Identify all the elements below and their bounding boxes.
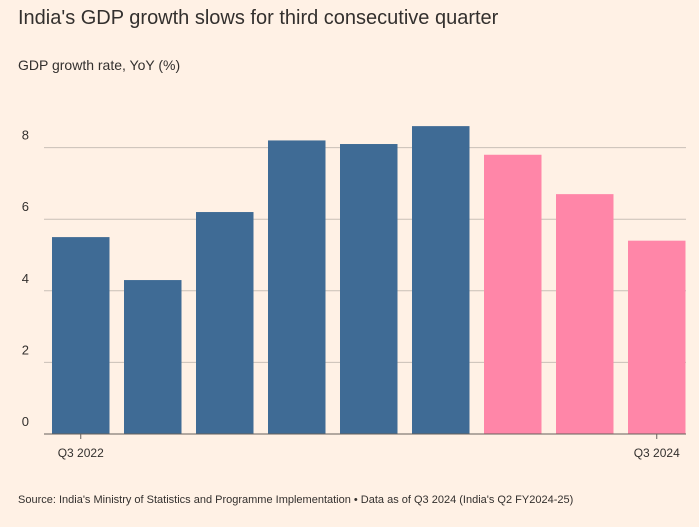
bar-q4-2023 bbox=[412, 126, 470, 435]
bar-q3-2024 bbox=[628, 240, 686, 434]
bar-q4-2022 bbox=[124, 280, 182, 434]
bar-q1-2024 bbox=[484, 154, 542, 434]
y-tick-label: 6 bbox=[22, 199, 29, 214]
chart-subtitle: GDP growth rate, YoY (%) bbox=[18, 57, 180, 73]
bar-q2-2024 bbox=[556, 194, 614, 434]
bar-q3-2023 bbox=[340, 144, 398, 434]
chart-title: India's GDP growth slows for third conse… bbox=[18, 7, 499, 29]
bar-q1-2023 bbox=[196, 212, 254, 434]
y-tick-label: 2 bbox=[22, 342, 29, 357]
y-axis-tick-labels: 0 2 4 6 8 bbox=[22, 128, 29, 429]
x-axis: Q3 2022 Q3 2024 bbox=[58, 434, 680, 460]
x-tick-label: Q3 2024 bbox=[634, 446, 680, 460]
y-tick-label: 8 bbox=[22, 128, 29, 143]
source-note: Source: India's Ministry of Statistics a… bbox=[18, 494, 573, 506]
y-tick-label: 0 bbox=[22, 414, 29, 429]
bar-q2-2023 bbox=[268, 140, 326, 434]
y-tick-label: 4 bbox=[22, 271, 29, 286]
bar-q3-2022 bbox=[52, 237, 110, 434]
bars bbox=[52, 126, 686, 435]
x-tick-label: Q3 2022 bbox=[58, 446, 104, 460]
